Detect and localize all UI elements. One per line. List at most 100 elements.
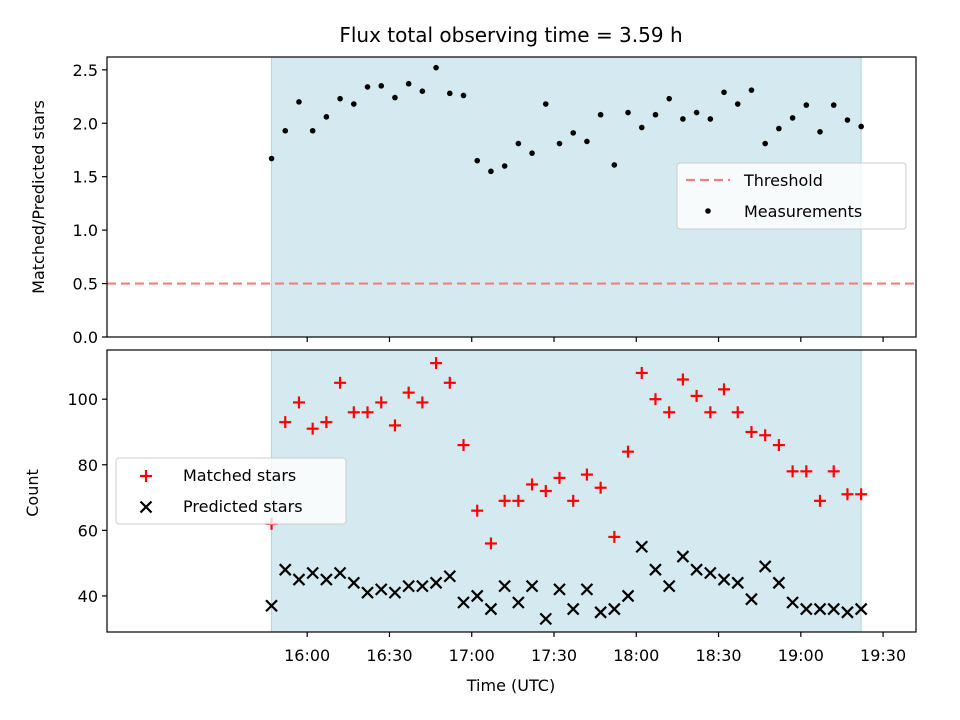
- measurements-legend-label: Measurements: [744, 202, 862, 221]
- ratio-point: [638, 124, 645, 131]
- y-tick-label: 0.0: [73, 328, 98, 347]
- y-tick-label: 1.5: [73, 168, 98, 187]
- y-tick-label: 2.5: [73, 61, 98, 80]
- predicted-stars-point: [676, 550, 690, 563]
- measurements-legend-swatch: [705, 208, 711, 214]
- predicted-stars-point: [416, 579, 429, 593]
- x-tick-label: 17:30: [531, 646, 577, 665]
- predicted-stars-point: [525, 579, 539, 593]
- predicted-stars-point: [374, 583, 388, 596]
- ratio-point: [419, 88, 426, 94]
- predicted-stars-point: [649, 563, 662, 576]
- matched-stars-point: [827, 465, 840, 478]
- predicted-stars-point: [690, 563, 703, 576]
- predicted-stars-point: [429, 576, 443, 590]
- ratio-point: [282, 127, 289, 134]
- matched-stars-point: [718, 383, 731, 396]
- matched-stars-point: [594, 481, 607, 494]
- predicted-stars-point: [278, 563, 292, 576]
- predicted-stars-point: [758, 560, 772, 573]
- matched-legend-marker: [140, 470, 152, 482]
- predicted-stars-point: [402, 579, 415, 593]
- x-tick-label: 19:30: [860, 646, 906, 665]
- matched-stars-point: [622, 445, 635, 458]
- ratio-point: [789, 115, 796, 121]
- predicted-stars-point: [800, 602, 813, 616]
- matched-stars-point: [814, 494, 827, 507]
- ratio-point: [597, 111, 604, 118]
- predicted-stars-point: [470, 589, 484, 603]
- bottom-legend-box: [115, 457, 347, 525]
- ratio-point: [268, 155, 275, 162]
- bottom-y-axis-label: Count: [23, 469, 42, 517]
- ratio-point: [542, 101, 549, 107]
- matched-stars-point: [772, 439, 785, 452]
- matched-stars-point: [786, 465, 799, 478]
- matched-stars-point: [416, 396, 429, 409]
- predicted-stars-point: [512, 596, 525, 609]
- matched-stars-point: [759, 429, 772, 442]
- predicted-stars-point: [388, 586, 402, 599]
- bottom-y-ticks: 40 60 80 100: [67, 390, 107, 606]
- x-axis-label: Time (UTC): [466, 676, 555, 695]
- ratio-point: [625, 109, 631, 116]
- matched-stars-point: [292, 396, 305, 409]
- chart-title: Flux total observing time = 3.59 h: [339, 23, 682, 47]
- matched-stars-point: [704, 406, 717, 419]
- predicted-stars-point: [306, 566, 319, 580]
- matched-stars-point: [471, 504, 484, 517]
- predicted-stars-point: [594, 606, 607, 619]
- predicted-legend-swatch: [139, 500, 153, 514]
- ratio-point: [515, 140, 522, 147]
- top-y-axis-label: Matched/Predicted stars: [29, 100, 48, 294]
- predicted-stars-point: [553, 583, 566, 596]
- bottom-x-ticks: 16:00 16:30 17:00 17:30 18:00 18:30 19:00 19:30: [284, 632, 906, 665]
- matched-stars-point: [388, 419, 401, 432]
- predicted-legend-marker: [139, 500, 153, 514]
- matched-stars-point: [512, 494, 525, 507]
- predicted-stars-point: [786, 596, 799, 609]
- matched-stars-point: [855, 488, 868, 501]
- x-tick-label: 17:00: [449, 646, 495, 665]
- top-legend-box: [676, 162, 907, 230]
- matched-stars-point: [375, 396, 388, 409]
- predicted-stars-point: [265, 599, 278, 613]
- matched-stars-point: [457, 439, 470, 452]
- x-tick-label: 16:00: [284, 646, 330, 665]
- ratio-point: [405, 80, 412, 87]
- predicted-stars-point: [662, 579, 676, 593]
- y-tick-label: 1.0: [73, 221, 98, 240]
- matched-stars-point: [608, 530, 621, 543]
- ratio-point: [392, 94, 398, 101]
- predicted-stars-point: [443, 569, 457, 583]
- ratio-point: [529, 150, 535, 156]
- ratio-point: [474, 157, 481, 164]
- predicted-stars-point: [827, 602, 841, 616]
- predicted-stars-point: [292, 573, 306, 586]
- ratio-point: [830, 102, 837, 108]
- matched-stars-point: [567, 494, 580, 507]
- ratio-point: [364, 84, 371, 90]
- top-x-ticks: [306, 337, 884, 342]
- ratio-point: [446, 90, 453, 97]
- ratio-point: [296, 99, 302, 105]
- bottom-panel: 40 60 80 100 16:00 16:30 17:00 17:30 18:00 18:30…: [23, 349, 917, 695]
- matched-stars-point: [649, 393, 662, 406]
- predicted-stars-point: [635, 540, 649, 554]
- ratio-point: [707, 116, 714, 122]
- bottom-observing-window-shade: [271, 349, 862, 633]
- ratio-points: [268, 64, 864, 175]
- ratio-point: [762, 140, 768, 147]
- ratio-point: [803, 102, 810, 108]
- predicted-stars-point: [361, 586, 374, 599]
- x-tick-label: 18:30: [695, 646, 741, 665]
- ratio-point: [323, 114, 330, 120]
- bottom-legend: Matched stars Predicted stars: [115, 457, 347, 525]
- predicted-stars-point: [566, 602, 580, 616]
- x-tick-label: 18:00: [613, 646, 659, 665]
- predicted-stars-point: [717, 573, 731, 586]
- ratio-point: [858, 123, 864, 130]
- matched-stars-point: [553, 471, 566, 484]
- predicted-stars-point: [745, 592, 758, 606]
